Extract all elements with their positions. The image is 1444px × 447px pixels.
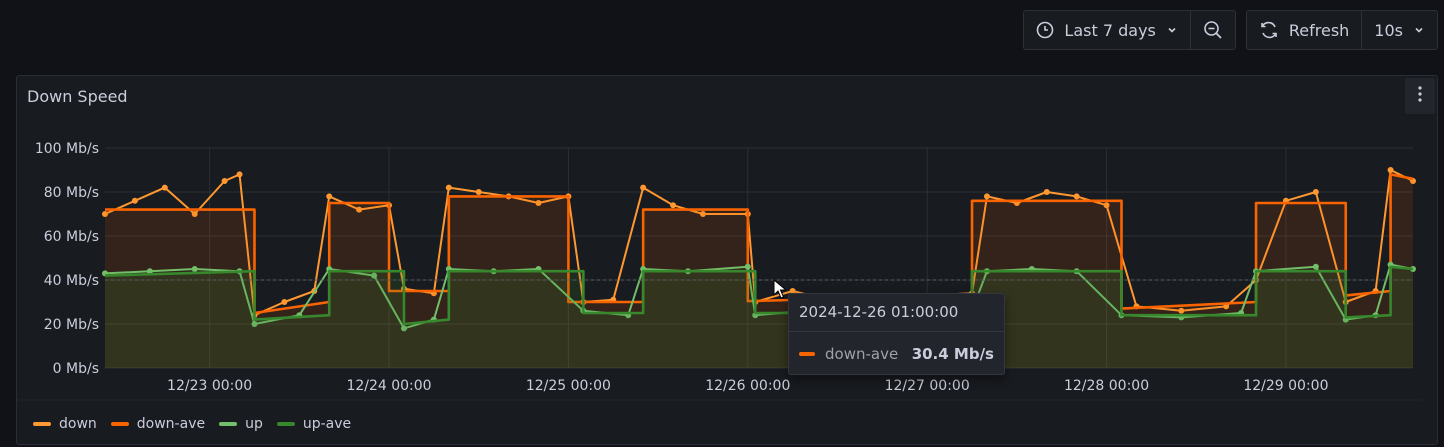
data-point-down (326, 193, 333, 200)
data-point-down (161, 184, 168, 191)
series-line-down-ave (105, 173, 1414, 315)
data-point-up (400, 325, 407, 332)
data-point-down (1178, 307, 1185, 314)
y-tick-label: 60 Mb/s (44, 229, 99, 245)
more-vertical-icon (1418, 86, 1422, 106)
x-tick-label: 12/27 00:00 (885, 378, 970, 394)
data-point-down (281, 299, 288, 305)
legend-swatch-up-ave (276, 422, 295, 426)
chevron-down-icon (1166, 24, 1178, 36)
refresh-group: Refresh 10s (1245, 10, 1438, 50)
zoom-out-button[interactable] (1189, 11, 1235, 49)
data-point-down (670, 202, 677, 209)
tooltip-value: 30.4 Mb/s (911, 345, 994, 363)
data-point-up (191, 266, 198, 272)
y-tick-label: 20 Mb/s (44, 317, 99, 333)
legend-item-down-ave[interactable]: down-ave (110, 416, 206, 432)
panel-title: Down Speed (27, 87, 128, 106)
dashboard-toolbar: Last 7 days Refresh 10s (1023, 10, 1438, 50)
data-point-up (371, 272, 378, 279)
refresh-interval-label: 10s (1374, 20, 1403, 40)
legend-item-down[interactable]: down (33, 416, 97, 432)
x-tick-label: 12/29 00:00 (1243, 378, 1328, 394)
zoom-out-icon (1203, 20, 1223, 40)
data-point-up (744, 263, 751, 270)
x-tick-label: 12/24 00:00 (346, 378, 431, 394)
x-tick-label: 12/23 00:00 (167, 378, 252, 394)
mouse-cursor-icon (773, 278, 788, 303)
data-point-down (699, 211, 706, 217)
legend-swatch-down (33, 422, 51, 426)
tooltip-swatch (799, 352, 815, 356)
series-area-up-ave (105, 266, 1413, 368)
data-point-down (191, 211, 198, 217)
data-point-down (131, 197, 138, 204)
refresh-icon (1259, 20, 1279, 40)
tooltip-row: down-ave 30.4 Mb/s (799, 345, 994, 363)
time-range-picker[interactable]: Last 7 days (1024, 11, 1189, 49)
refresh-interval-picker[interactable]: 10s (1361, 11, 1437, 49)
series-line-up-ave (104, 265, 1414, 326)
data-point-down (1103, 202, 1110, 209)
legend-swatch-down-ave (110, 422, 129, 426)
data-point-down (1312, 189, 1319, 195)
chart-legend: down down-ave up up-ave (33, 416, 351, 432)
y-tick-label: 0 Mb/s (53, 361, 99, 377)
data-point-down (221, 178, 228, 184)
time-range-group: Last 7 days (1023, 10, 1236, 50)
down-speed-panel: Down Speed 0 Mb/s 20 Mb/s 40 Mb/s 60 Mb/s 80… (16, 75, 1438, 445)
data-point-down (1387, 167, 1394, 173)
data-point-down (356, 206, 363, 213)
legend-label-down: down (59, 416, 97, 432)
data-point-down (236, 171, 243, 178)
tooltip-series-label: down-ave (825, 345, 899, 363)
tooltip-divider (789, 331, 1004, 332)
x-tick-label: 12/25 00:00 (526, 378, 611, 394)
data-point-down (789, 288, 796, 294)
tooltip-time: 2024-12-26 01:00:00 (799, 303, 959, 321)
clock-icon (1036, 21, 1054, 39)
refresh-label: Refresh (1288, 20, 1350, 40)
data-point-down (1043, 189, 1050, 195)
refresh-button[interactable]: Refresh (1247, 11, 1361, 49)
data-point-up (1312, 263, 1319, 270)
y-tick-label: 100 Mb/s (35, 141, 99, 157)
time-series-chart[interactable]: 0 Mb/s 20 Mb/s 40 Mb/s 60 Mb/s 80 Mb/s 100 Mb… (17, 76, 1437, 444)
y-tick-label: 80 Mb/s (44, 185, 99, 201)
data-point-down (1073, 193, 1080, 200)
data-point-down (983, 193, 990, 200)
data-point-up (146, 268, 153, 275)
legend-item-up-ave[interactable]: up-ave (276, 416, 352, 432)
chevron-down-icon (1413, 24, 1425, 36)
time-range-label: Last 7 days (1064, 20, 1156, 40)
x-tick-label: 12/28 00:00 (1064, 378, 1149, 394)
data-point-up (251, 321, 258, 327)
data-point-down (640, 184, 647, 191)
legend-item-up[interactable]: up (219, 416, 263, 432)
data-point-down (445, 184, 452, 191)
chart-tooltip: 2024-12-26 01:00:00 down-ave 30.4 Mb/s (788, 293, 1005, 375)
y-tick-label: 40 Mb/s (44, 273, 99, 289)
x-tick-label: 12/26 00:00 (705, 378, 790, 394)
data-point-down (475, 189, 482, 195)
legend-label-up-ave: up-ave (302, 416, 352, 432)
legend-label-down-ave: down-ave (136, 416, 206, 432)
legend-label-up: up (245, 416, 263, 432)
data-point-down (102, 211, 108, 217)
data-point-down (535, 200, 542, 206)
series-line-up (104, 263, 1414, 330)
data-point-down (1223, 303, 1230, 310)
legend-swatch-up (219, 422, 238, 426)
panel-menu-button[interactable] (1405, 78, 1435, 114)
